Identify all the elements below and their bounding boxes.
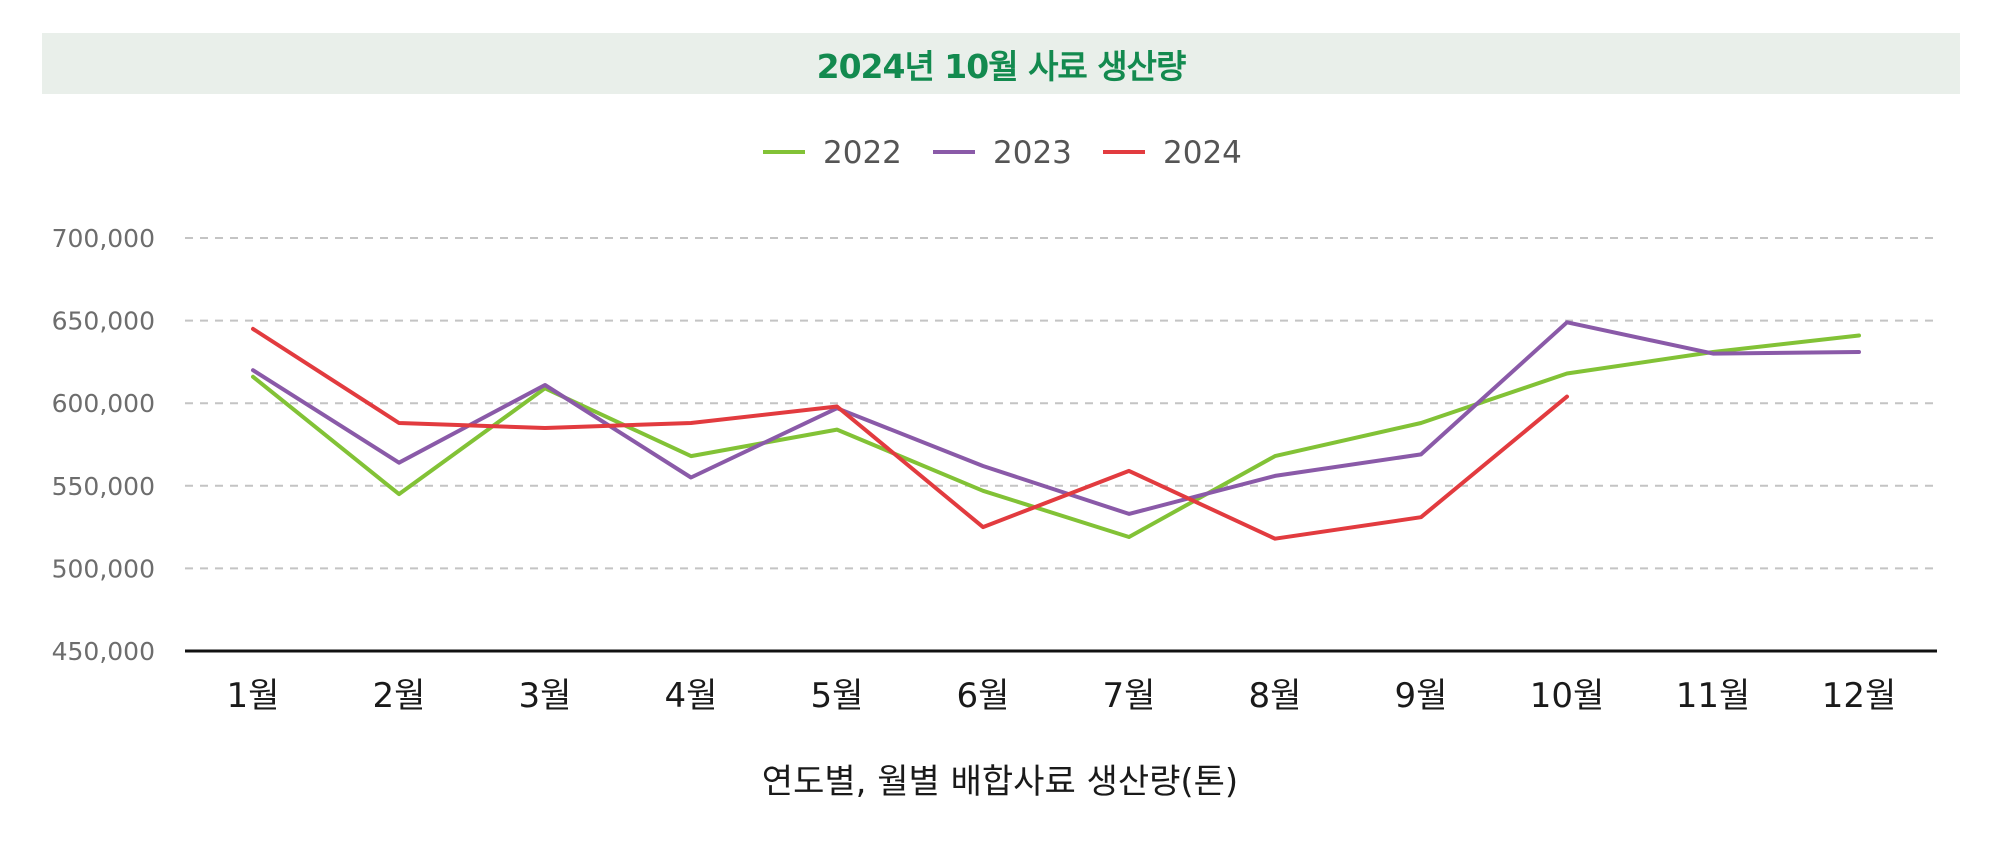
x-tick-label: 5월	[811, 676, 864, 716]
legend: 2022 2023 2024	[763, 135, 1242, 171]
y-tick-label: 650,000	[52, 307, 155, 336]
x-tick-label: 11월	[1676, 676, 1751, 716]
y-tick-label: 550,000	[52, 472, 155, 501]
legend-label-2022: 2022	[823, 135, 902, 171]
x-tick-label: 8월	[1249, 676, 1302, 716]
y-axis-ticks: 450,000 500,000 550,000 600,000 650,000 700,0…	[52, 224, 155, 666]
chart-title-bar: 2024년 10월 사료 생산량	[42, 33, 1960, 94]
grid-lines	[185, 237, 1937, 570]
y-tick-label: 700,000	[52, 224, 155, 253]
y-tick-label: 500,000	[52, 554, 155, 583]
x-tick-label: 10월	[1530, 676, 1605, 716]
series-lines	[251, 320, 1861, 541]
x-tick-label: 7월	[1103, 676, 1156, 716]
series-line-2023	[251, 320, 1861, 516]
x-axis-ticks: 1월 2월 3월 4월 5월 6월 7월 8월 9월 10월 11월 12월	[227, 676, 1897, 716]
x-tick-label: 3월	[519, 676, 572, 716]
chart-title: 2024년 10월 사료 생산량	[816, 46, 1187, 86]
x-tick-label: 2월	[373, 676, 426, 716]
series-line-2022	[251, 333, 1861, 539]
legend-label-2023: 2023	[993, 135, 1072, 171]
series-line-2024	[251, 326, 1569, 541]
x-tick-label: 6월	[957, 676, 1010, 716]
x-tick-label: 9월	[1395, 676, 1448, 716]
x-axis-title: 연도별, 월별 배합사료 생산량(톤)	[762, 762, 1238, 802]
x-tick-label: 4월	[665, 676, 718, 716]
y-tick-label: 600,000	[52, 389, 155, 418]
legend-label-2024: 2024	[1163, 135, 1242, 171]
x-tick-label: 12월	[1822, 676, 1897, 716]
x-tick-label: 1월	[227, 676, 280, 716]
y-tick-label: 450,000	[52, 637, 155, 666]
